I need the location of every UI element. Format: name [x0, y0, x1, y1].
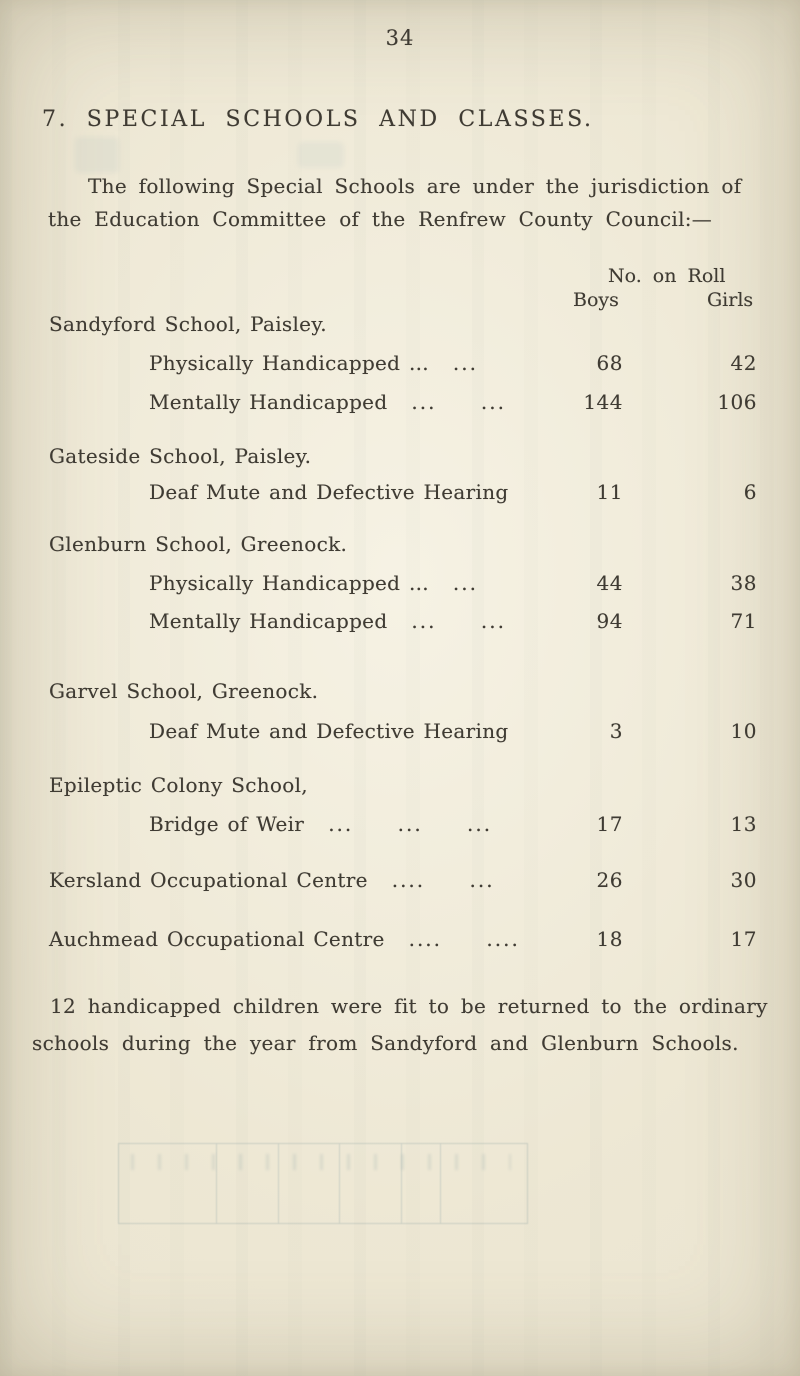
leader-dots: ... ...: [411, 609, 506, 633]
school-name-row: Glenburn School, Greenock.: [0, 532, 800, 559]
girls-value: 106: [717, 390, 757, 414]
show-through-line: [278, 1144, 279, 1223]
boys-value: 144: [583, 390, 623, 414]
column-group-header-no-on-roll: No. on Roll: [608, 265, 726, 287]
school-name: Epileptic Colony School,: [49, 773, 308, 797]
leader-dots: ...: [452, 351, 478, 375]
boys-value: 11: [596, 480, 623, 504]
leader-dots: ... ... ...: [328, 812, 493, 836]
roll-item-row: Mentally Handicapped ... ... 94 71: [0, 609, 800, 636]
section-heading: 7. SPECIAL SCHOOLS AND CLASSES.: [42, 107, 594, 132]
girls-value: 42: [730, 351, 757, 375]
row-label: Mentally Handicapped: [149, 609, 388, 633]
school-name: Garvel School, Greenock.: [49, 679, 319, 703]
school-name-row: Epileptic Colony School,: [0, 773, 800, 800]
girls-value: 10: [730, 719, 757, 743]
roll-item-row: Physically Handicapped ...... 44 38: [0, 571, 800, 598]
boys-value: 3: [609, 719, 623, 743]
show-through-line: [216, 1144, 217, 1223]
intro-paragraph-line-2: the Education Committee of the Renfrew C…: [48, 207, 713, 231]
boys-value: 17: [596, 812, 623, 836]
row-label: Mentally Handicapped: [149, 390, 388, 414]
show-through-line: [401, 1144, 402, 1223]
show-through-table: [118, 1143, 528, 1224]
leader-dots: ...: [452, 571, 478, 595]
boys-value: 94: [596, 609, 623, 633]
leader-dots: ... ...: [411, 390, 506, 414]
roll-item-row: Physically Handicapped ...... 68 42: [0, 351, 800, 378]
row-label: Auchmead Occupational Centre: [49, 927, 385, 951]
boys-value: 18: [596, 927, 623, 951]
row-label: Deaf Mute and Defective Hearing: [149, 719, 509, 743]
roll-item-row: Auchmead Occupational Centre .... .... 18…: [0, 927, 800, 954]
leader-dots: .... ...: [391, 868, 495, 892]
girls-value: 71: [730, 609, 757, 633]
closing-paragraph-line-1: 12 handicapped children were fit to be r…: [50, 994, 768, 1018]
page-number: 34: [385, 26, 415, 50]
row-label: Physically Handicapped ...: [149, 571, 429, 595]
show-through-line: [440, 1144, 441, 1223]
school-name-row: Gateside School, Paisley.: [0, 444, 800, 471]
girls-value: 38: [730, 571, 757, 595]
row-label: Kersland Occupational Centre: [49, 868, 368, 892]
boys-value: 44: [596, 571, 623, 595]
roll-item-row: Mentally Handicapped ... ... 144 106: [0, 390, 800, 417]
school-name: Glenburn School, Greenock.: [49, 532, 348, 556]
girls-value: 13: [730, 812, 757, 836]
school-name-row: Garvel School, Greenock.: [0, 679, 800, 706]
column-header-girls: Girls: [707, 289, 754, 311]
closing-paragraph-line-2: schools during the year from Sandyford a…: [32, 1031, 739, 1055]
row-label: Bridge of Weir: [149, 812, 305, 836]
boys-value: 68: [596, 351, 623, 375]
show-through-smudge: [131, 1154, 511, 1170]
column-header-boys: Boys: [573, 289, 619, 311]
girls-value: 30: [730, 868, 757, 892]
roll-item-row: Deaf Mute and Defective Hearing 11 6: [0, 480, 800, 507]
intro-paragraph-line-1: The following Special Schools are under …: [88, 174, 742, 198]
show-through-line: [339, 1144, 340, 1223]
school-name-row: Sandyford School, Paisley.: [0, 312, 800, 339]
roll-item-row: Deaf Mute and Defective Hearing 3 10: [0, 719, 800, 746]
school-name: Sandyford School, Paisley.: [49, 312, 327, 336]
boys-value: 26: [596, 868, 623, 892]
show-through-smudge: [298, 142, 344, 168]
girls-value: 6: [743, 480, 757, 504]
row-label: Deaf Mute and Defective Hearing: [149, 480, 509, 504]
leader-dots: .... ....: [408, 927, 520, 951]
show-through-smudge: [75, 137, 119, 173]
row-label: Physically Handicapped ...: [149, 351, 429, 375]
roll-item-row: Kersland Occupational Centre.... ... 26 …: [0, 868, 800, 895]
school-name: Gateside School, Paisley.: [49, 444, 312, 468]
roll-item-row: Bridge of Weir ... ... ... 17 13: [0, 812, 800, 839]
girls-value: 17: [730, 927, 757, 951]
